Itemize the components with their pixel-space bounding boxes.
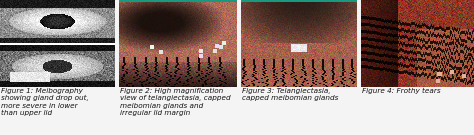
Text: Figure 3: Telangiectasia,
capped meibomian glands: Figure 3: Telangiectasia, capped meibomi… bbox=[242, 88, 338, 101]
Text: Figure 2: High magnification
view of telangiectasia, capped
meibomian glands and: Figure 2: High magnification view of tel… bbox=[120, 88, 231, 116]
Text: Figure 1: Meibography
showing gland drop out,
more severe in lower
than upper li: Figure 1: Meibography showing gland drop… bbox=[1, 88, 89, 116]
Text: Figure 4: Frothy tears: Figure 4: Frothy tears bbox=[362, 88, 441, 94]
